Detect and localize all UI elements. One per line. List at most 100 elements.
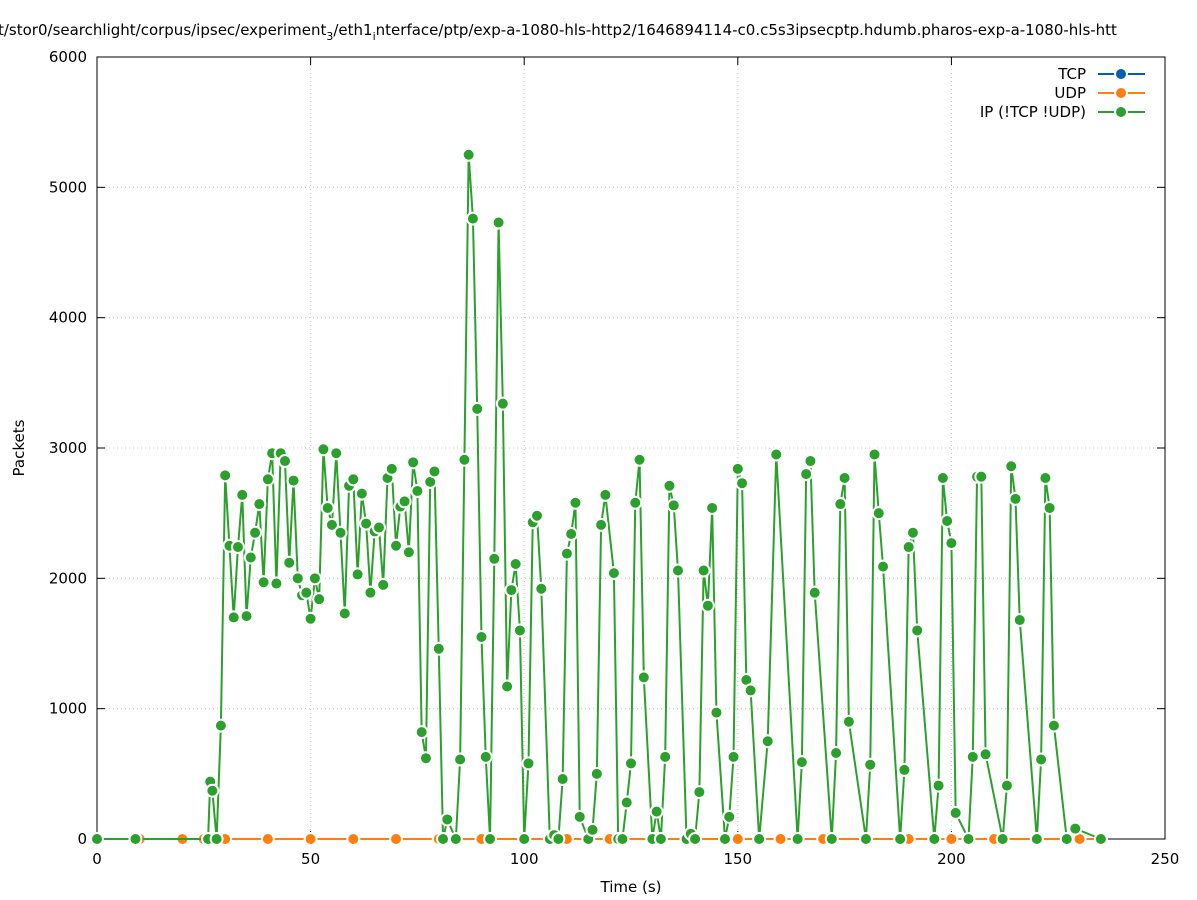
- data-point: [401, 545, 416, 560]
- data-point: [248, 525, 263, 540]
- data-point: [256, 575, 271, 590]
- chart-title: t/stor0/searchlight/corpus/ipsec/experim…: [0, 21, 1117, 43]
- data-point: [833, 497, 848, 512]
- data-point: [448, 832, 463, 846]
- data-point: [440, 812, 455, 827]
- data-point: [239, 609, 254, 624]
- data-point: [414, 725, 429, 740]
- data-point: [705, 500, 720, 515]
- axis-ticks: 0 50 100 150 200 250 0 1000 2000 3000 4000 5000 6000: [49, 48, 1180, 868]
- data-point: [478, 749, 493, 764]
- legend-marker: [1114, 105, 1128, 119]
- data-point: [876, 559, 891, 574]
- data-point: [666, 498, 681, 513]
- data-point: [453, 752, 468, 767]
- data-point: [299, 585, 314, 600]
- data-point: [927, 832, 942, 846]
- data-point: [303, 832, 318, 846]
- x-tick-label: 200: [937, 850, 966, 868]
- data-point: [465, 211, 480, 226]
- y-axis-label: Packets: [10, 419, 28, 476]
- data-point: [944, 536, 959, 551]
- data-point: [226, 610, 241, 625]
- data-point: [512, 623, 527, 638]
- data-point: [794, 755, 809, 770]
- data-point: [726, 749, 741, 764]
- data-point: [406, 455, 421, 470]
- data-point: [530, 508, 545, 523]
- data-point: [829, 745, 844, 760]
- data-point: [760, 734, 775, 749]
- legend-label: UDP: [1054, 84, 1086, 102]
- data-point: [427, 464, 442, 479]
- data-point: [371, 520, 386, 535]
- data-point: [504, 583, 519, 598]
- data-point: [354, 486, 369, 501]
- data-point: [585, 822, 600, 837]
- data-point: [555, 772, 570, 787]
- data-point: [773, 832, 788, 846]
- legend-marker: [1114, 67, 1128, 81]
- data-point: [897, 762, 912, 777]
- data-point: [1068, 821, 1083, 836]
- data-point: [1093, 832, 1108, 846]
- data-point: [589, 766, 604, 781]
- data-point: [965, 749, 980, 764]
- data-point: [320, 500, 335, 515]
- data-point: [363, 585, 378, 600]
- data-point: [1008, 491, 1023, 506]
- data-point: [696, 563, 711, 578]
- data-point: [730, 832, 745, 846]
- data-point: [717, 832, 732, 846]
- data-point: [534, 581, 549, 596]
- data-point: [722, 809, 737, 824]
- data-point: [260, 832, 275, 846]
- data-point: [1038, 470, 1053, 485]
- y-tick-label: 4000: [49, 309, 87, 327]
- y-tick-label: 1000: [49, 700, 87, 718]
- y-tick-label: 2000: [49, 569, 87, 587]
- data-point: [474, 629, 489, 644]
- data-point: [790, 832, 805, 846]
- data-point: [824, 832, 839, 846]
- data-point: [619, 795, 634, 810]
- data-point: [218, 468, 233, 483]
- data-point: [931, 778, 946, 793]
- data-point: [551, 832, 566, 846]
- data-point: [961, 832, 976, 846]
- data-point: [559, 546, 574, 561]
- data-point: [431, 641, 446, 656]
- data-point: [333, 525, 348, 540]
- data-point: [483, 832, 498, 846]
- data-point: [735, 476, 750, 491]
- data-point: [312, 592, 327, 607]
- data-point: [359, 516, 374, 531]
- data-point: [594, 517, 609, 532]
- data-point: [858, 832, 873, 846]
- series-2: [90, 147, 1108, 846]
- data-point: [871, 506, 886, 521]
- data-point: [893, 832, 908, 846]
- data-point: [709, 705, 724, 720]
- data-point: [243, 550, 258, 565]
- y-tick-label: 5000: [49, 178, 87, 196]
- data-point: [662, 478, 677, 493]
- data-point: [653, 832, 668, 846]
- data-point: [324, 517, 339, 532]
- data-point: [128, 832, 143, 846]
- data-point: [910, 623, 925, 638]
- data-point: [235, 487, 250, 502]
- data-point: [799, 467, 814, 482]
- data-point: [213, 718, 228, 733]
- data-point: [1012, 613, 1027, 628]
- data-point: [205, 783, 220, 798]
- data-point: [636, 670, 651, 685]
- data-point: [572, 809, 587, 824]
- x-tick-label: 0: [92, 850, 102, 868]
- data-point: [807, 585, 822, 600]
- data-point: [606, 566, 621, 581]
- data-point: [974, 469, 989, 484]
- data-point: [688, 832, 703, 846]
